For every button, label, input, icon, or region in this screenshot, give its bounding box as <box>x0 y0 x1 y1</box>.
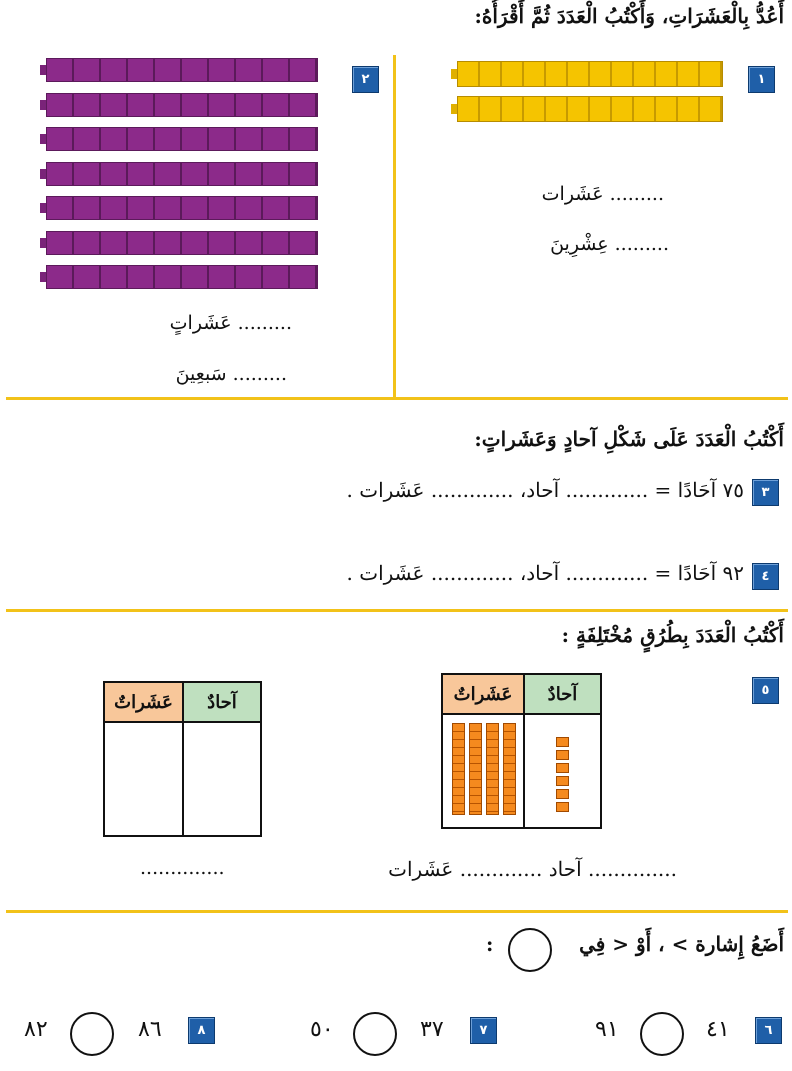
question-badge-1: ١ <box>748 66 775 93</box>
divider-2 <box>6 609 788 612</box>
section2-heading: أَكْتُبُ الْعَدَدَ عَلَى شَكْلِ آحادٍ وَ… <box>474 427 784 451</box>
ten-block <box>452 723 465 815</box>
q4-text: آحَادًا = ............. آحاد، ..........… <box>346 561 717 585</box>
sign-circle-example <box>508 928 552 972</box>
tens-header: عَشَراتٌ <box>443 675 523 715</box>
q2-number-line: ......... سَبعِينَ <box>175 363 287 385</box>
q8-right-number: ٨٢ <box>24 1017 48 1042</box>
one-block <box>556 750 569 760</box>
q7-right-number: ٥٠ <box>310 1017 334 1042</box>
question-badge-7: ٧ <box>470 1017 497 1044</box>
q4-number: ٩٢ <box>722 561 744 585</box>
one-block <box>556 737 569 747</box>
q5-caption: .............. آحاد ............. عَشَرا… <box>388 857 677 881</box>
ones-header: آحادٌ <box>184 683 260 723</box>
ones-header: آحادٌ <box>525 675 600 715</box>
one-block <box>556 776 569 786</box>
q3-text: آحَادًا = ............. آحاد، ..........… <box>346 478 717 502</box>
question-badge-6: ٦ <box>755 1017 782 1044</box>
q2-tens-line: ......... عَشَراتٍ <box>169 312 292 334</box>
q7-left-number: ٣٧ <box>420 1017 444 1042</box>
place-value-table-empty: عَشَراتٌ آحادٌ <box>103 681 262 837</box>
q1-number-line: ......... عِشْرِينَ <box>550 233 669 255</box>
question-badge-5: ٥ <box>752 677 779 704</box>
q8-left-number: ٨٦ <box>138 1017 162 1042</box>
tens-header: عَشَراتٌ <box>105 683 182 723</box>
divider-3 <box>6 910 788 913</box>
q3-line: ٧٥ آحَادًا = ............. آحاد، .......… <box>347 478 744 502</box>
q8-answer-circle[interactable] <box>70 1012 114 1056</box>
question-badge-4: ٤ <box>752 563 779 590</box>
purple-ten-rods <box>40 58 320 298</box>
question-badge-8: ٨ <box>188 1017 215 1044</box>
q4-line: ٩٢ آحَادًا = ............. آحاد، .......… <box>347 561 744 585</box>
q1-tens-line: ......... عَشَرات <box>541 183 664 205</box>
place-value-table-filled: عَشَراتٌ آحادٌ <box>441 673 602 829</box>
q6-right-number: ٩١ <box>595 1017 619 1042</box>
section4-heading: أَضَعُ إِشارة > ، أَوْ < فِي <box>579 932 784 956</box>
ten-block <box>486 723 499 815</box>
divider-1 <box>6 397 788 400</box>
section3-heading: أَكْتُبُ الْعَدَدَ بِطُرُقٍ مُخْتَلِفَةٍ… <box>561 623 784 647</box>
section1-heading: أَعُدُّ بِالْعَشَرَاتِ، وَأَكْتُبُ الْعَ… <box>474 4 784 28</box>
q6-answer-circle[interactable] <box>640 1012 684 1056</box>
question-badge-2: ٢ <box>352 66 379 93</box>
section1-divider <box>393 55 396 398</box>
q5-second-caption: .............. <box>140 857 225 879</box>
q6-left-number: ٤١ <box>706 1017 730 1042</box>
q7-answer-circle[interactable] <box>353 1012 397 1056</box>
one-block <box>556 789 569 799</box>
section4-heading-end: : <box>486 932 494 956</box>
q3-number: ٧٥ <box>722 478 744 502</box>
one-block <box>556 802 569 812</box>
question-badge-3: ٣ <box>752 479 779 506</box>
yellow-ten-rods <box>445 61 730 131</box>
ten-block <box>469 723 482 815</box>
one-block <box>556 763 569 773</box>
ten-block <box>503 723 516 815</box>
